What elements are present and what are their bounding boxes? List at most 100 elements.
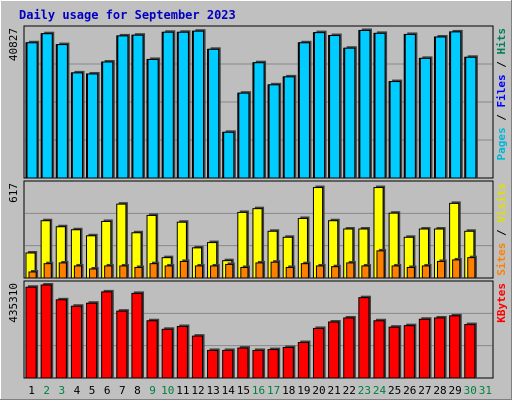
x-tick-label: 8 bbox=[134, 384, 141, 397]
x-tick-label: 20 bbox=[312, 384, 325, 397]
sites-bar bbox=[210, 265, 219, 279]
x-tick-label: 1 bbox=[28, 384, 35, 397]
sites-bar bbox=[119, 265, 128, 279]
x-tick-label: 11 bbox=[176, 384, 189, 397]
kbytes-bar bbox=[312, 327, 325, 379]
pages-bar bbox=[192, 30, 205, 179]
right-legend-panel-1: Pages / Files / Hits bbox=[495, 28, 508, 161]
sites-bar bbox=[104, 265, 113, 279]
pages-bar bbox=[404, 33, 416, 179]
x-tick-label: 9 bbox=[149, 384, 156, 397]
sites-bar bbox=[436, 260, 446, 279]
sites-bar bbox=[225, 263, 234, 279]
sites-bar bbox=[406, 266, 415, 279]
legend-part: / bbox=[495, 223, 508, 243]
x-tick-label: 17 bbox=[267, 384, 280, 397]
sites-bar bbox=[240, 266, 249, 279]
pages-bar bbox=[117, 35, 129, 179]
kbytes-bar bbox=[418, 318, 430, 379]
x-tick-label: 4 bbox=[74, 384, 81, 397]
kbytes-bar bbox=[328, 321, 340, 379]
pages-bar bbox=[389, 81, 401, 179]
kbytes-bar bbox=[282, 346, 294, 379]
x-tick-label: 23 bbox=[358, 384, 371, 397]
sites-bar bbox=[452, 259, 461, 279]
kbytes-bar bbox=[176, 326, 188, 379]
kbytes-bar bbox=[207, 349, 219, 379]
pages-bar bbox=[283, 76, 295, 179]
right-legend-panel-3: KBytes bbox=[495, 283, 508, 323]
right-legend-panel-2: Sites / Visits bbox=[495, 183, 508, 276]
x-tick-label: 29 bbox=[449, 384, 462, 397]
x-tick-label: 16 bbox=[252, 384, 265, 397]
kbytes-bar bbox=[191, 335, 204, 379]
legend-part: Files bbox=[495, 74, 508, 107]
pages-bar bbox=[223, 131, 235, 179]
kbytes-bar bbox=[146, 320, 158, 379]
kbytes-bar bbox=[161, 328, 173, 379]
kbytes-bar bbox=[237, 347, 249, 379]
x-tick-label: 5 bbox=[89, 384, 96, 397]
kbytes-bar bbox=[70, 305, 83, 379]
pages-bar bbox=[329, 35, 341, 179]
x-tick-label: 13 bbox=[206, 384, 219, 397]
y-max-label-panel-2: 617 bbox=[7, 183, 20, 203]
legend-part: Pages bbox=[495, 127, 508, 160]
kbytes-bar bbox=[373, 320, 385, 379]
kbytes-bar bbox=[86, 302, 98, 379]
kbytes-bar bbox=[55, 299, 67, 379]
pages-bar bbox=[313, 32, 326, 179]
pages-bar bbox=[147, 58, 159, 179]
kbytes-bar bbox=[358, 297, 370, 379]
kbytes-bar bbox=[116, 310, 128, 379]
pages-bar bbox=[41, 33, 53, 179]
x-tick-label: 19 bbox=[297, 384, 310, 397]
pages-bar bbox=[102, 61, 114, 179]
legend-part: Visits bbox=[495, 183, 508, 223]
legend-part: KBytes bbox=[495, 283, 508, 323]
sites-bar bbox=[421, 265, 430, 279]
x-tick-label: 21 bbox=[328, 384, 341, 397]
x-tick-label: 28 bbox=[433, 384, 446, 397]
x-tick-label: 22 bbox=[343, 384, 356, 397]
sites-bar bbox=[270, 261, 279, 279]
kbytes-bar bbox=[267, 349, 279, 379]
sites-bar bbox=[164, 265, 173, 279]
pages-bar bbox=[434, 36, 447, 179]
kbytes-bar bbox=[343, 317, 355, 379]
x-tick-label: 18 bbox=[282, 384, 295, 397]
sites-bar bbox=[346, 262, 355, 279]
sites-bar bbox=[391, 265, 400, 279]
x-tick-label: 26 bbox=[403, 384, 416, 397]
sites-bar bbox=[300, 263, 309, 279]
kbytes-bar bbox=[131, 292, 143, 379]
kbytes-bar bbox=[252, 349, 264, 379]
x-tick-label: 31 bbox=[479, 384, 492, 397]
sites-bar bbox=[149, 263, 158, 279]
sites-bar bbox=[73, 265, 83, 279]
pages-bar bbox=[268, 84, 280, 179]
sites-bar bbox=[331, 266, 340, 279]
kbytes-bar bbox=[40, 284, 52, 379]
x-tick-label: 7 bbox=[119, 384, 126, 397]
sites-bar bbox=[315, 265, 325, 279]
pages-bar bbox=[208, 48, 220, 179]
pages-bar bbox=[344, 47, 356, 179]
pages-bar bbox=[253, 62, 265, 179]
kbytes-bar bbox=[101, 291, 113, 379]
pages-bar bbox=[177, 31, 189, 179]
kbytes-bar bbox=[388, 326, 400, 379]
kbytes-bar bbox=[433, 317, 446, 379]
bars-layer bbox=[25, 28, 478, 379]
sites-bar bbox=[255, 262, 264, 279]
pages-bar bbox=[298, 42, 310, 179]
pages-bar bbox=[359, 29, 371, 179]
pages-bar bbox=[419, 57, 431, 179]
x-tick-label: 25 bbox=[388, 384, 401, 397]
x-tick-label: 15 bbox=[237, 384, 250, 397]
sites-bar bbox=[376, 250, 385, 279]
pages-bar bbox=[26, 42, 38, 179]
y-max-label-panel-1: 40827 bbox=[7, 28, 20, 61]
